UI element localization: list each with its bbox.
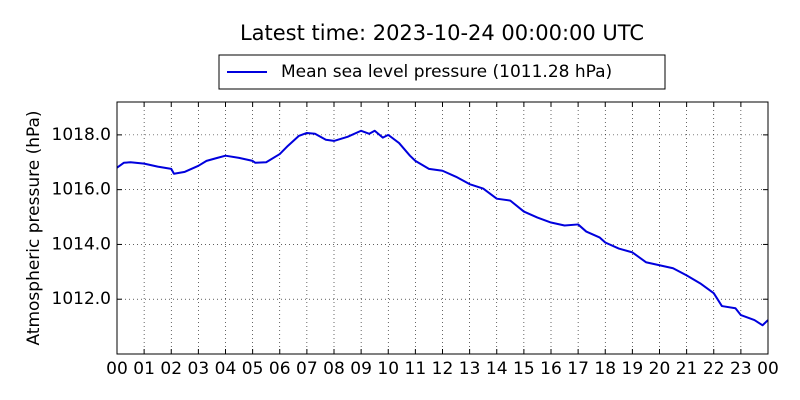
x-tick-label: 07: [296, 359, 318, 379]
x-tick-label: 20: [649, 359, 671, 379]
plot-frame: [116, 101, 769, 355]
x-tick-label: 17: [567, 359, 589, 379]
x-tick-label: 06: [269, 359, 291, 379]
x-tick-label: 15: [513, 359, 535, 379]
legend-box: [218, 54, 666, 90]
line-series: [116, 129, 769, 327]
x-tick-label: 14: [486, 359, 508, 379]
x-tick-label: 04: [215, 359, 237, 379]
legend-label: Mean sea level pressure (1011.28 hPa): [281, 62, 612, 82]
y-tick-label: 1014.0: [52, 234, 111, 254]
x-tick-label: 23: [730, 359, 752, 379]
x-tick-label: 11: [405, 359, 427, 379]
x-tick-label: 02: [160, 359, 182, 379]
x-tick-label: 12: [432, 359, 454, 379]
x-tick-label: 16: [540, 359, 562, 379]
x-tick-label: 09: [350, 359, 372, 379]
x-tick-label: 08: [323, 359, 345, 379]
x-tick-label: 22: [703, 359, 725, 379]
x-tick-label: 00: [106, 359, 128, 379]
x-tick-label: 19: [622, 359, 644, 379]
x-tick-label: 18: [594, 359, 616, 379]
x-tick-label: 00: [757, 359, 779, 379]
y-tick-label: 1012.0: [52, 289, 111, 309]
y-axis-label: Atmospheric pressure (hPa): [24, 110, 44, 345]
x-tick-label: 13: [459, 359, 481, 379]
y-tick-label: 1016.0: [52, 180, 111, 200]
x-tick-label: 21: [676, 359, 698, 379]
chart-title: Latest time: 2023-10-24 00:00:00 UTC: [240, 21, 644, 45]
x-tick-label: 10: [377, 359, 399, 379]
x-tick-label: 03: [188, 359, 210, 379]
x-tick-label: 01: [133, 359, 155, 379]
y-tick-label: 1018.0: [52, 125, 111, 145]
x-tick-label: 05: [242, 359, 264, 379]
